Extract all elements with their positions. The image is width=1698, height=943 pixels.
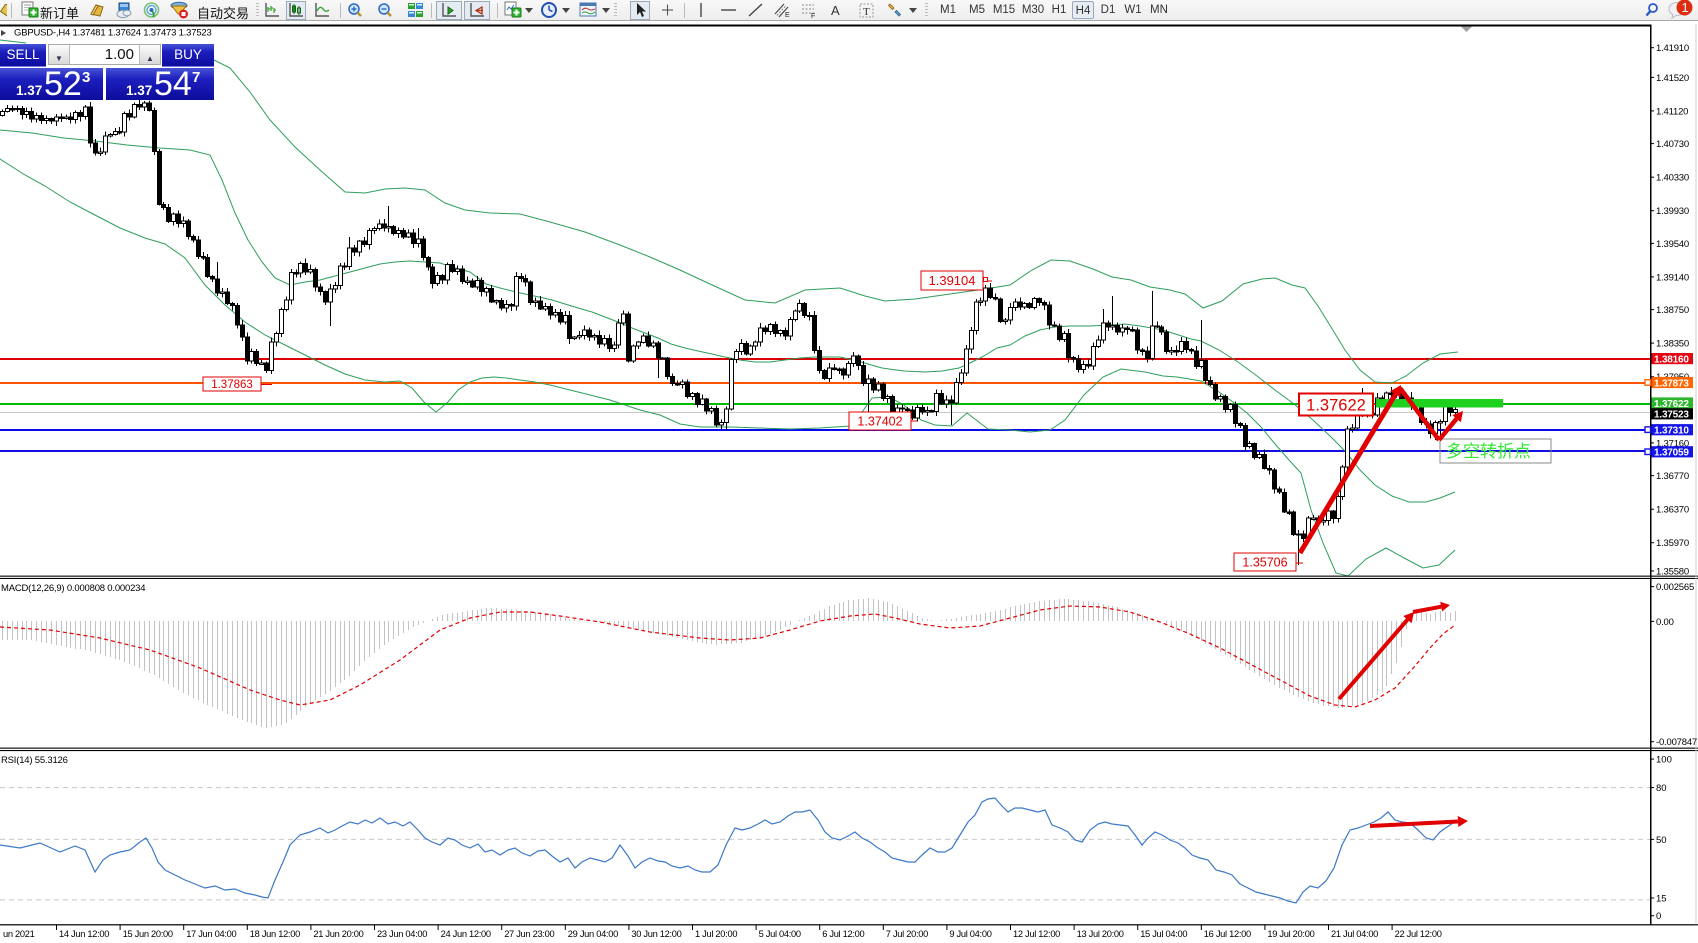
svg-text:19 Jul 20:00: 19 Jul 20:00 (1267, 929, 1314, 939)
svg-text:1.41910: 1.41910 (1656, 43, 1689, 54)
svg-text:un 2021: un 2021 (3, 929, 35, 939)
svg-text:T: T (863, 6, 870, 18)
svg-text:9 Jul 04:00: 9 Jul 04:00 (949, 929, 991, 939)
svg-text:1.37059: 1.37059 (1654, 448, 1689, 459)
svg-text:1.35706: 1.35706 (1242, 556, 1287, 570)
svg-text:16 Jul 12:00: 16 Jul 12:00 (1204, 929, 1251, 939)
svg-text:1.35970: 1.35970 (1656, 538, 1689, 549)
svg-text:1.37310: 1.37310 (1654, 426, 1689, 437)
svg-text:15: 15 (1656, 894, 1667, 905)
svg-text:1.39140: 1.39140 (1656, 272, 1689, 283)
svg-text:1.40730: 1.40730 (1656, 139, 1689, 150)
svg-text:1.37622: 1.37622 (1654, 399, 1689, 410)
svg-text:1.37863: 1.37863 (211, 379, 253, 391)
svg-text:F: F (811, 13, 815, 19)
svg-text:1.37160: 1.37160 (1656, 438, 1689, 449)
svg-text:17 Jun 04:00: 17 Jun 04:00 (186, 929, 236, 939)
svg-text:0: 0 (1656, 911, 1661, 922)
svg-text:1.35580: 1.35580 (1656, 566, 1689, 577)
svg-text:7 Jul 20:00: 7 Jul 20:00 (886, 929, 928, 939)
svg-text:18 Jun 12:00: 18 Jun 12:00 (250, 929, 300, 939)
svg-text:22 Jul 12:00: 22 Jul 12:00 (1395, 929, 1442, 939)
svg-text:1.37873: 1.37873 (1654, 378, 1689, 389)
svg-text:1.36770: 1.36770 (1656, 471, 1689, 482)
svg-text:21 Jun 20:00: 21 Jun 20:00 (313, 929, 363, 939)
svg-text:6 Jul 12:00: 6 Jul 12:00 (822, 929, 864, 939)
svg-text:15 Jun 20:00: 15 Jun 20:00 (123, 929, 173, 939)
svg-text:12 Jul 12:00: 12 Jul 12:00 (1013, 929, 1060, 939)
svg-text:13 Jul 20:00: 13 Jul 20:00 (1077, 929, 1124, 939)
svg-text:0.00: 0.00 (1656, 617, 1674, 628)
svg-text:100: 100 (1656, 755, 1672, 766)
svg-text:1.36370: 1.36370 (1656, 505, 1689, 516)
svg-text:RSI(14) 55.3126: RSI(14) 55.3126 (1, 755, 68, 766)
svg-text:5 Jul 04:00: 5 Jul 04:00 (759, 929, 801, 939)
svg-text:50: 50 (1656, 835, 1667, 846)
svg-text:E: E (785, 12, 790, 19)
svg-text:1.37523: 1.37523 (1654, 410, 1689, 421)
svg-text:GBPUSD-,H4 1.37481 1.37624 1.: GBPUSD-,H4 1.37481 1.37624 1.37473 1.375… (14, 28, 212, 39)
svg-text:MACD(12,26,9) 0.000808 0.00023: MACD(12,26,9) 0.000808 0.000234 (1, 583, 145, 594)
svg-text:1.41520: 1.41520 (1656, 73, 1689, 84)
svg-text:1.38750: 1.38750 (1656, 305, 1689, 316)
svg-text:29 Jun 04:00: 29 Jun 04:00 (568, 929, 618, 939)
svg-text:1.39104: 1.39104 (929, 273, 976, 288)
svg-text:1 Jul 20:00: 1 Jul 20:00 (695, 929, 737, 939)
svg-text:23 Jun 04:00: 23 Jun 04:00 (377, 929, 427, 939)
svg-text:30 Jun 12:00: 30 Jun 12:00 (631, 929, 681, 939)
svg-text:1.39930: 1.39930 (1656, 206, 1689, 217)
svg-text:21 Jul 04:00: 21 Jul 04:00 (1331, 929, 1378, 939)
svg-text:15 Jul 04:00: 15 Jul 04:00 (1140, 929, 1187, 939)
svg-text:1: 1 (1682, 0, 1689, 15)
svg-text:27 Jun 23:00: 27 Jun 23:00 (504, 929, 554, 939)
svg-text:1.37622: 1.37622 (1306, 396, 1366, 414)
svg-text:14 Jun 12:00: 14 Jun 12:00 (59, 929, 109, 939)
svg-text:1.37402: 1.37402 (857, 415, 902, 429)
svg-text:1.39540: 1.39540 (1656, 239, 1689, 250)
svg-text:1.41120: 1.41120 (1656, 106, 1688, 117)
svg-text:0.002565: 0.002565 (1656, 582, 1694, 593)
svg-text:24 Jun 12:00: 24 Jun 12:00 (441, 929, 491, 939)
svg-text:多空转折点: 多空转折点 (1446, 442, 1531, 461)
svg-text:1.38350: 1.38350 (1656, 339, 1689, 350)
svg-text:-0.007847: -0.007847 (1656, 737, 1697, 748)
svg-text:1.38160: 1.38160 (1654, 354, 1689, 365)
svg-text:80: 80 (1656, 783, 1667, 794)
svg-text:1.40330: 1.40330 (1656, 173, 1689, 184)
